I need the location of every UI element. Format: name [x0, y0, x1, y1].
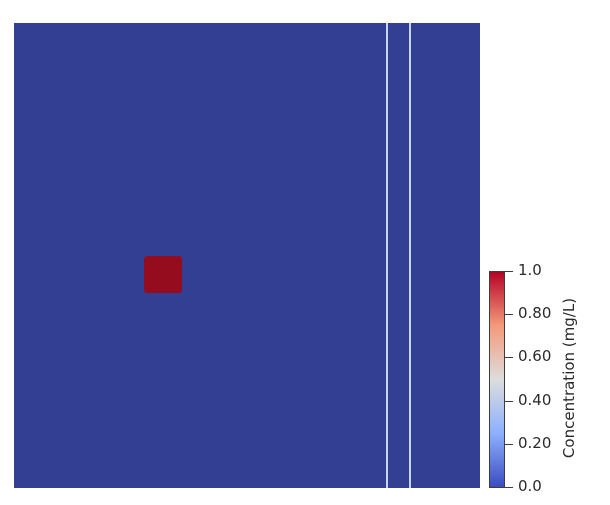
colorbar-tick: [505, 357, 513, 358]
colorbar-title: Concentration (mg/L): [560, 297, 578, 459]
colorbar-tick-label: 0.60: [518, 347, 552, 365]
colorbar-tick: [505, 271, 513, 272]
colorbar-tick: [505, 314, 513, 315]
vertical-divider-right: [409, 23, 411, 488]
colorbar-tick: [505, 487, 513, 488]
colorbar-tick: [505, 401, 513, 402]
vertical-divider-left: [386, 23, 388, 488]
colorbar-tick-label: 1.0: [518, 261, 542, 279]
contaminant-source-block: [144, 256, 182, 293]
domain-background: [14, 23, 480, 488]
colorbar-gradient: [489, 271, 505, 488]
colorbar-tick-label: 0.40: [518, 391, 552, 409]
colorbar-tick-label: 0.80: [518, 304, 552, 322]
colorbar-tick: [505, 444, 513, 445]
colorbar-tick-label: 0.20: [518, 434, 552, 452]
colorbar-tick-label: 0.0: [518, 477, 542, 495]
concentration-field-view[interactable]: [14, 23, 480, 488]
